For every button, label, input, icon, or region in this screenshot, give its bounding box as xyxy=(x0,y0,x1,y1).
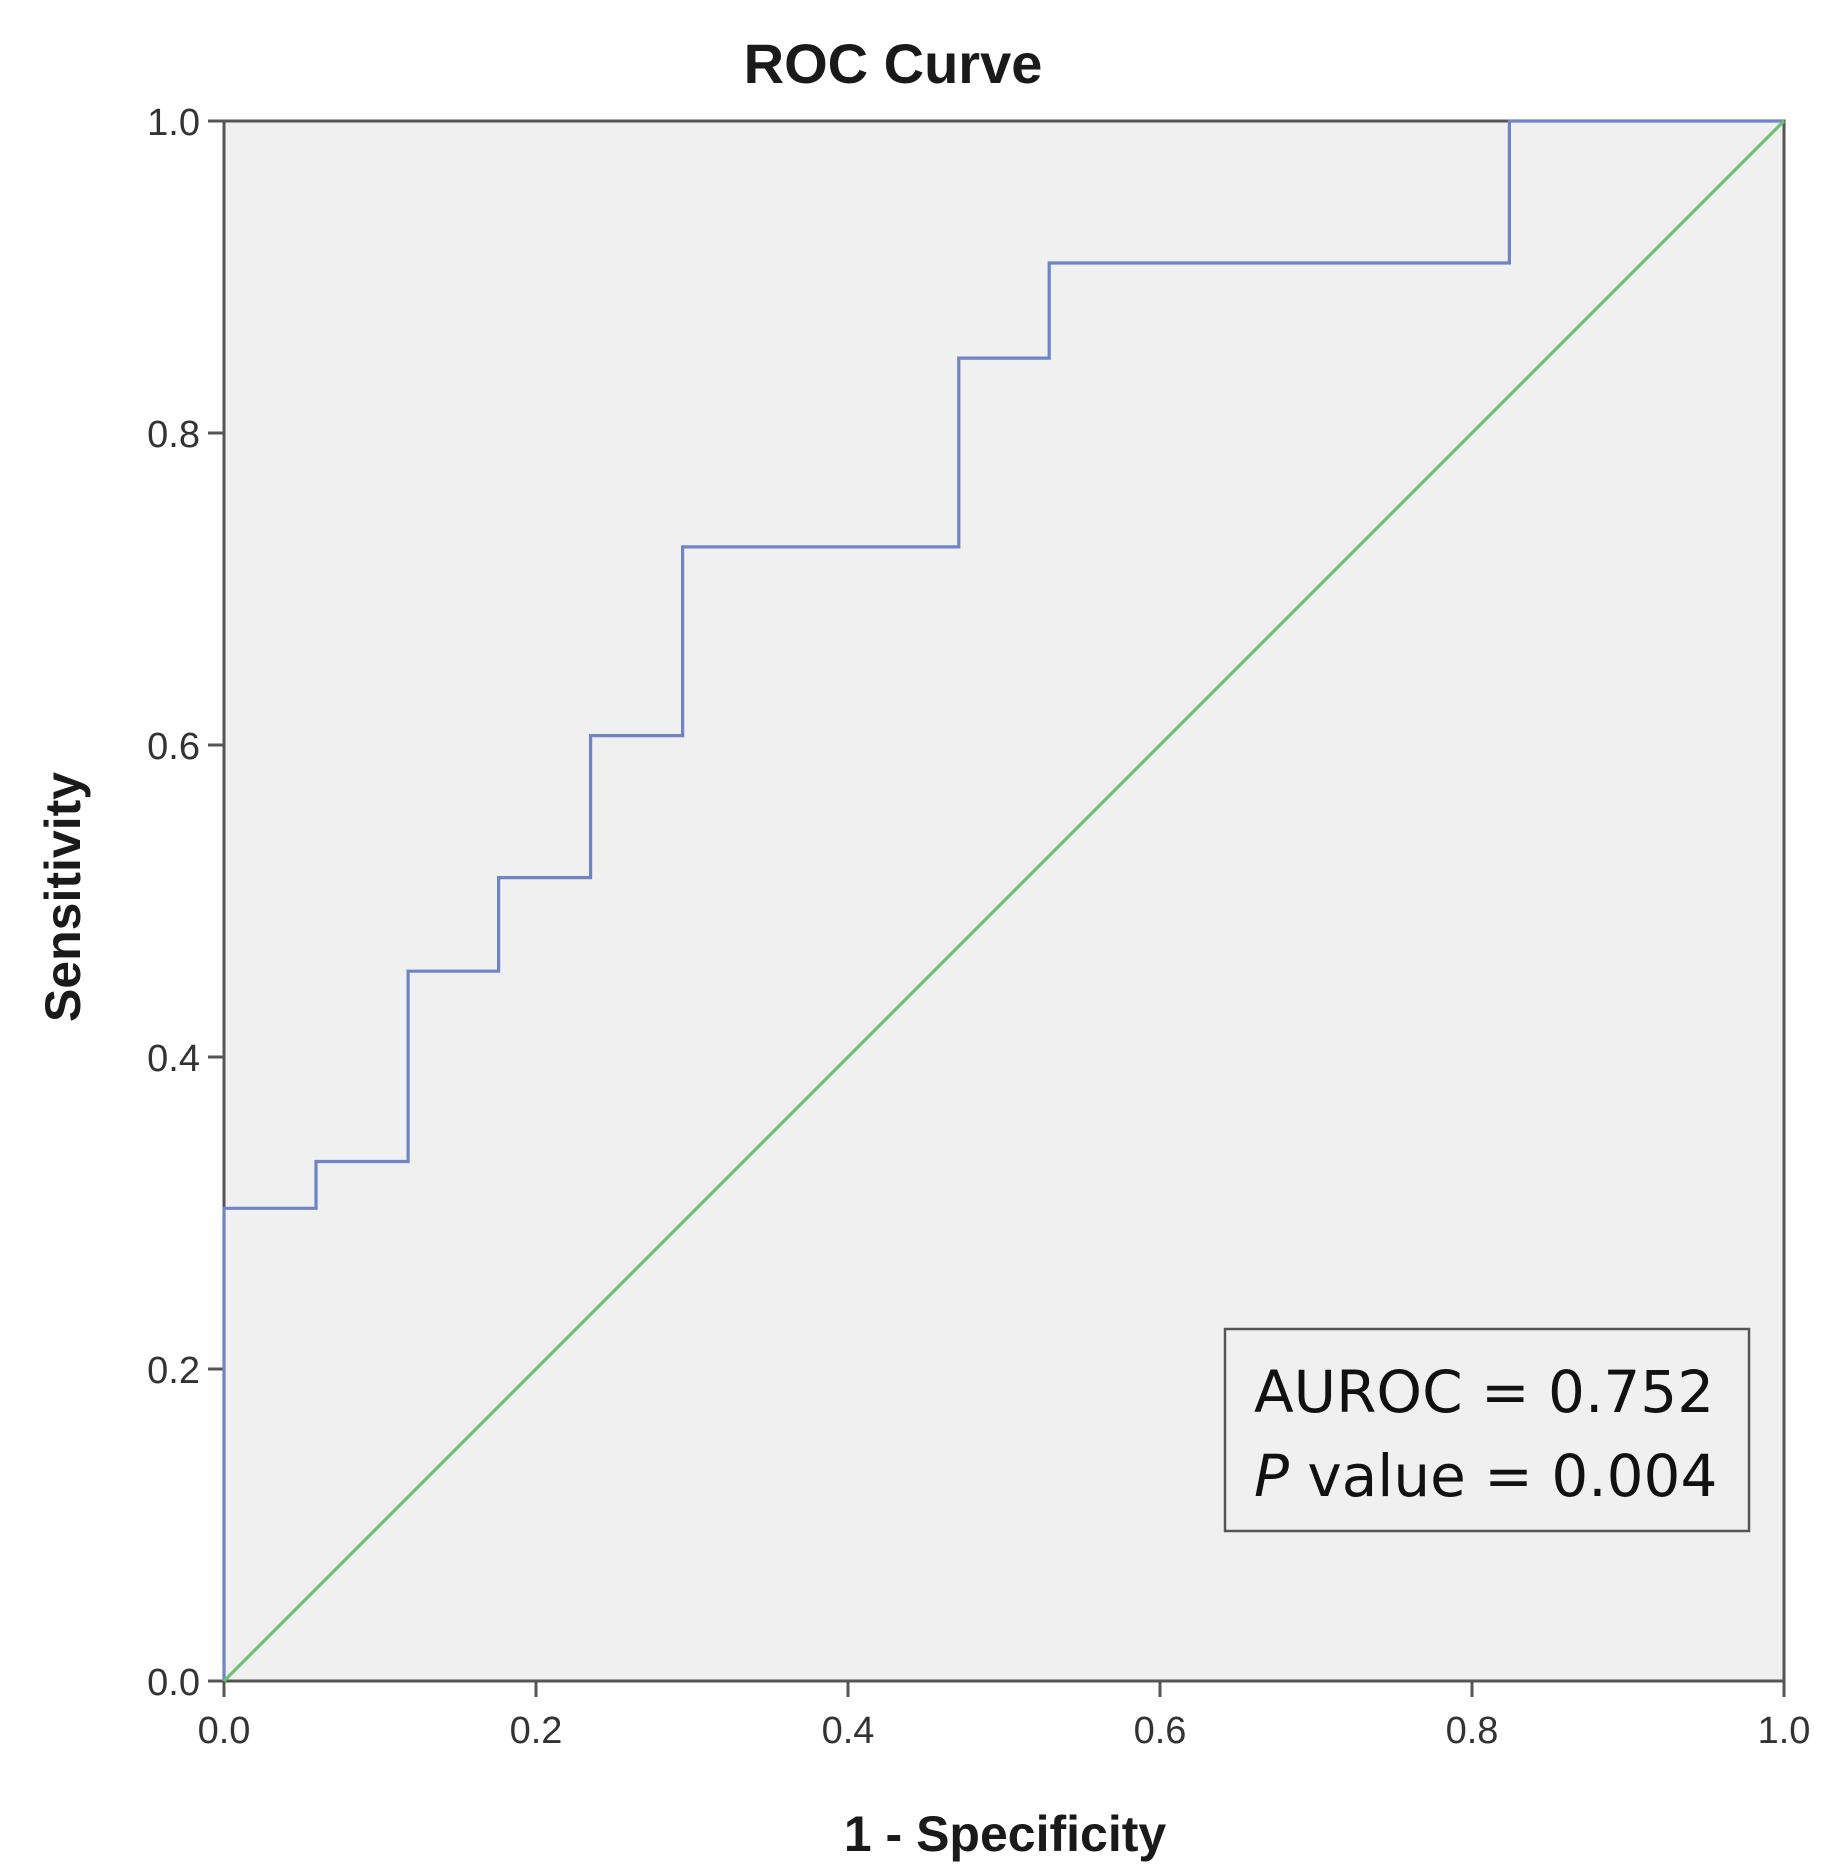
roc-curve-line xyxy=(222,119,1784,1681)
p-symbol: P xyxy=(1254,1442,1289,1510)
x-tick-label: 0.4 xyxy=(822,1710,875,1752)
y-tick-label: 0.2 xyxy=(147,1350,200,1392)
x-axis-ticks: 0.0 0.2 0.4 0.6 0.8 1.0 xyxy=(198,1681,1811,1752)
annotation-frame xyxy=(1223,1327,1751,1533)
x-tick-label: 0.2 xyxy=(510,1710,563,1752)
p-value-rest: value = 0.004 xyxy=(1289,1442,1717,1510)
y-tick-label: 0.4 xyxy=(147,1038,200,1080)
p-value-text: P value = 0.004 xyxy=(1254,1442,1717,1510)
x-tick-label: 0.0 xyxy=(198,1710,251,1752)
y-tick-label: 0.6 xyxy=(147,726,200,768)
x-tick-label: 0.8 xyxy=(1446,1710,1499,1752)
chart-title: ROC Curve xyxy=(744,32,1043,95)
y-tick-label: 0.8 xyxy=(147,414,200,456)
x-tick-label: 0.6 xyxy=(1134,1710,1187,1752)
auroc-text: AUROC = 0.752 xyxy=(1254,1358,1714,1426)
reference-diagonal-line xyxy=(222,119,1786,1683)
x-axis-label: 1 - Specificity xyxy=(844,1806,1167,1862)
y-axis-ticks: 0.0 0.2 0.4 0.6 0.8 1.0 xyxy=(147,102,224,1704)
x-tick-label: 1.0 xyxy=(1758,1710,1811,1752)
y-axis-label: Sensitivity xyxy=(35,772,91,1022)
annotation-box: AUROC = 0.752 P value = 0.004 xyxy=(1223,1327,1751,1533)
series-layer xyxy=(222,119,1786,1683)
y-tick-label: 1.0 xyxy=(147,102,200,144)
y-tick-label: 0.0 xyxy=(147,1662,200,1704)
